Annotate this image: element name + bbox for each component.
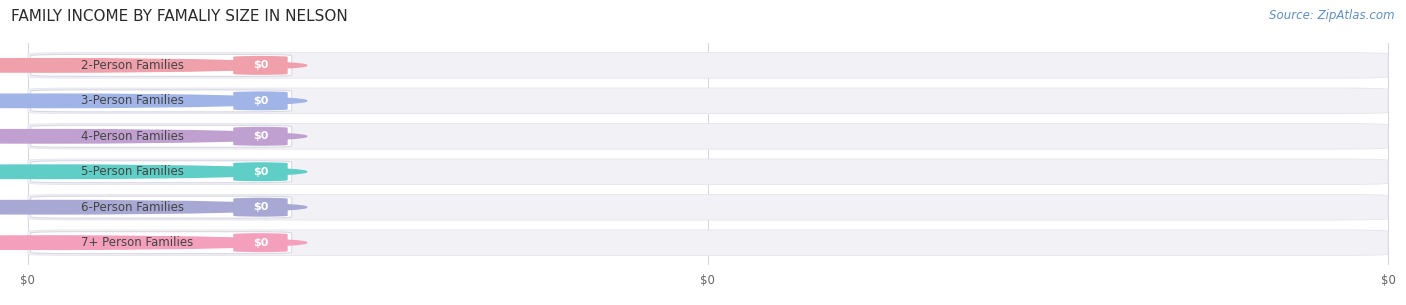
- FancyBboxPatch shape: [233, 56, 288, 75]
- Text: $0: $0: [253, 238, 269, 248]
- Text: Source: ZipAtlas.com: Source: ZipAtlas.com: [1270, 9, 1395, 22]
- Text: $0: $0: [253, 202, 269, 212]
- Text: 7+ Person Families: 7+ Person Families: [82, 236, 193, 249]
- Circle shape: [0, 200, 307, 214]
- FancyBboxPatch shape: [31, 54, 291, 76]
- FancyBboxPatch shape: [28, 230, 1388, 255]
- Circle shape: [0, 94, 307, 108]
- FancyBboxPatch shape: [31, 125, 291, 147]
- Text: 5-Person Families: 5-Person Families: [82, 165, 184, 178]
- Circle shape: [0, 130, 307, 143]
- FancyBboxPatch shape: [31, 161, 291, 183]
- FancyBboxPatch shape: [31, 196, 291, 218]
- Circle shape: [0, 236, 307, 249]
- Text: $0: $0: [253, 60, 269, 70]
- FancyBboxPatch shape: [233, 233, 288, 252]
- Text: $0: $0: [253, 96, 269, 106]
- FancyBboxPatch shape: [233, 127, 288, 146]
- FancyBboxPatch shape: [28, 53, 1388, 78]
- Circle shape: [0, 165, 307, 178]
- FancyBboxPatch shape: [233, 162, 288, 181]
- Text: 6-Person Families: 6-Person Families: [82, 201, 184, 214]
- FancyBboxPatch shape: [31, 90, 291, 112]
- Text: 2-Person Families: 2-Person Families: [82, 59, 184, 72]
- Text: 3-Person Families: 3-Person Families: [82, 94, 184, 107]
- FancyBboxPatch shape: [28, 124, 1388, 149]
- Circle shape: [0, 59, 307, 72]
- Text: $0: $0: [253, 167, 269, 177]
- Text: FAMILY INCOME BY FAMALIY SIZE IN NELSON: FAMILY INCOME BY FAMALIY SIZE IN NELSON: [11, 9, 349, 24]
- FancyBboxPatch shape: [233, 198, 288, 217]
- FancyBboxPatch shape: [28, 159, 1388, 185]
- Text: 4-Person Families: 4-Person Families: [82, 130, 184, 143]
- FancyBboxPatch shape: [233, 91, 288, 110]
- Text: $0: $0: [253, 131, 269, 141]
- FancyBboxPatch shape: [31, 232, 291, 254]
- FancyBboxPatch shape: [28, 195, 1388, 220]
- FancyBboxPatch shape: [28, 88, 1388, 113]
